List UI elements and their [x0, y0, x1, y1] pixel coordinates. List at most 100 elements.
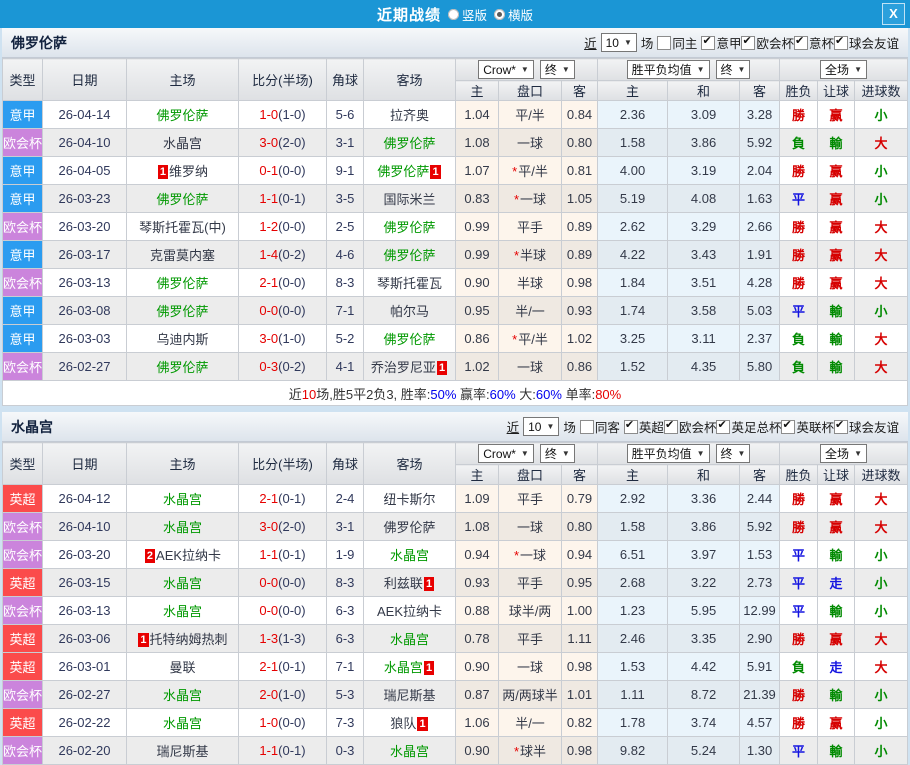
result-goals: 小 — [854, 708, 908, 737]
result-goals: 小 — [854, 540, 908, 569]
away-team: 国际米兰 — [363, 184, 456, 213]
away-team: 帕尔马 — [363, 296, 456, 325]
euro-odds-time-select[interactable]: 终 ▼ — [715, 60, 751, 79]
league-filter-label: 欧会杯 — [678, 421, 717, 435]
corner-score: 5-2 — [326, 324, 364, 353]
euro-away-odds: 5.91 — [739, 652, 781, 681]
handicap-value: 平手 — [516, 576, 543, 591]
handicap-changed-marker: * — [513, 192, 520, 207]
league-filter[interactable]: 意杯 — [793, 33, 834, 52]
league-filter[interactable]: 英联杯 — [781, 417, 834, 436]
asian-odds-time-select[interactable]: 终 ▼ — [539, 60, 575, 79]
score: 1-3(1-3) — [238, 624, 327, 653]
asian-home-odds: 0.87 — [455, 680, 499, 709]
halftime-score: (1-0) — [278, 687, 306, 702]
team-name: 佛罗伦萨 — [156, 192, 209, 207]
checkbox-icon — [833, 34, 848, 50]
match-row: 欧会杯 26-03-13 佛罗伦萨 2-1(0-0) 8-3 琴斯托霍瓦 0.90 半球 0.9… — [2, 268, 908, 297]
filter-bar: 近 10 ▼ 场 同客 英超欧会杯英足总杯英联杯球会友谊 — [507, 417, 899, 436]
near-link[interactable]: 近 — [584, 37, 597, 51]
asian-odds-time-select[interactable]: 终 ▼ — [539, 444, 575, 463]
euro-odds-type-select[interactable]: 胜平负均值 ▼ — [626, 60, 710, 79]
home-team: 琴斯托霍瓦(中) — [126, 212, 239, 241]
euro-away-odds: 2.73 — [739, 568, 781, 597]
handicap-value: 一球 — [520, 548, 547, 563]
handicap-value: 平手 — [516, 632, 543, 647]
result-goals: 大 — [854, 212, 908, 241]
home-team: 2 AEK拉纳卡 — [126, 540, 239, 569]
asian-home-odds: 0.95 — [455, 296, 499, 325]
asian-away-odds: 1.05 — [560, 184, 599, 213]
games-count-select[interactable]: 10 ▼ — [523, 417, 560, 436]
col-header-letball: 让球 — [817, 464, 856, 485]
euro-away-odds: 5.80 — [739, 352, 781, 381]
team-name: 曼联 — [169, 660, 196, 675]
asian-handicap: 半/一 — [498, 296, 562, 325]
odds-company-select[interactable]: Crow* ▼ — [478, 60, 534, 79]
fulltime-score: 1-2 — [259, 219, 279, 234]
league-filter[interactable]: 英足总杯 — [716, 417, 781, 436]
result-goals: 大 — [854, 240, 908, 269]
team-name: 佛罗伦萨 — [383, 136, 436, 151]
league-badge: 欧会杯 — [2, 512, 43, 541]
euro-odds-time-select[interactable]: 终 ▼ — [715, 444, 751, 463]
euro-home-odds: 2.92 — [597, 484, 669, 513]
view-option-horizontal[interactable]: 横版 — [494, 5, 533, 24]
col-header-euro-draw: 和 — [667, 80, 741, 101]
league-filter-label: 英超 — [638, 421, 664, 435]
asian-away-odds: 1.00 — [560, 596, 599, 625]
result-winlose: 負 — [779, 652, 819, 681]
home-team: 1 维罗纳 — [126, 156, 239, 185]
result-scope-select[interactable]: 全场 ▼ — [820, 444, 867, 463]
league-filter[interactable]: 欧会杯 — [741, 33, 794, 52]
close-icon[interactable]: X — [882, 3, 905, 25]
summary-segment: 场,胜5平2负3, 胜率: — [316, 386, 431, 402]
chevron-down-icon: ▼ — [561, 449, 570, 458]
euro-draw-odds: 5.95 — [667, 596, 741, 625]
games-count-select[interactable]: 10 ▼ — [600, 33, 637, 52]
asian-away-odds: 0.98 — [560, 652, 599, 681]
result-scope-select[interactable]: 全场 ▼ — [820, 60, 867, 79]
col-header-winlose: 胜负 — [779, 464, 819, 485]
fulltime-score: 3-0 — [259, 519, 279, 534]
same-venue-filter[interactable]: 同主 — [657, 33, 697, 52]
odds-company-select[interactable]: Crow* ▼ — [478, 444, 534, 463]
checkbox-icon — [833, 418, 848, 434]
euro-draw-odds: 3.74 — [667, 708, 741, 737]
league-filter[interactable]: 英超 — [623, 417, 664, 436]
euro-away-odds: 5.92 — [739, 128, 781, 157]
halftime-score: (2-0) — [278, 135, 306, 150]
same-venue-filter[interactable]: 同客 — [579, 417, 620, 436]
away-team: 水晶宫 1 — [363, 652, 456, 681]
asian-away-odds: 0.82 — [560, 708, 599, 737]
asian-away-odds: 0.84 — [560, 100, 599, 129]
near-link[interactable]: 近 — [506, 421, 520, 435]
match-date: 26-03-20 — [42, 540, 127, 569]
handicap-changed-marker: * — [513, 248, 520, 263]
corner-score: 3-1 — [326, 128, 364, 157]
away-team: 利兹联 1 — [363, 568, 456, 597]
home-team: 曼联 — [126, 652, 239, 681]
handicap-value: 一球 — [516, 520, 543, 535]
team-name: 乌迪内斯 — [156, 332, 209, 347]
match-date: 26-03-06 — [42, 624, 127, 653]
league-filter[interactable]: 意甲 — [701, 33, 741, 52]
league-badge: 英超 — [2, 568, 43, 597]
result-winlose: 勝 — [779, 512, 819, 541]
euro-odds-type-select[interactable]: 胜平负均值 ▼ — [626, 444, 710, 463]
checkbox-icon — [701, 34, 716, 50]
view-option-vertical[interactable]: 竖版 — [447, 5, 487, 24]
league-filters: 英超欧会杯英足总杯英联杯球会友谊 — [623, 417, 899, 436]
league-filter[interactable]: 球会友谊 — [833, 417, 899, 436]
col-header-away: 客场 — [363, 442, 456, 485]
result-goals: 大 — [854, 268, 908, 297]
match-date: 26-04-10 — [42, 512, 127, 541]
home-team: 佛罗伦萨 — [126, 184, 239, 213]
asian-home-odds: 0.86 — [455, 324, 499, 353]
league-filter[interactable]: 欧会杯 — [663, 417, 717, 436]
col-header-corner: 角球 — [326, 58, 364, 101]
league-badge: 英超 — [2, 624, 43, 653]
fulltime-score: 2-0 — [259, 687, 279, 702]
halftime-score: (0-0) — [278, 575, 306, 590]
league-filter[interactable]: 球会友谊 — [833, 33, 899, 52]
